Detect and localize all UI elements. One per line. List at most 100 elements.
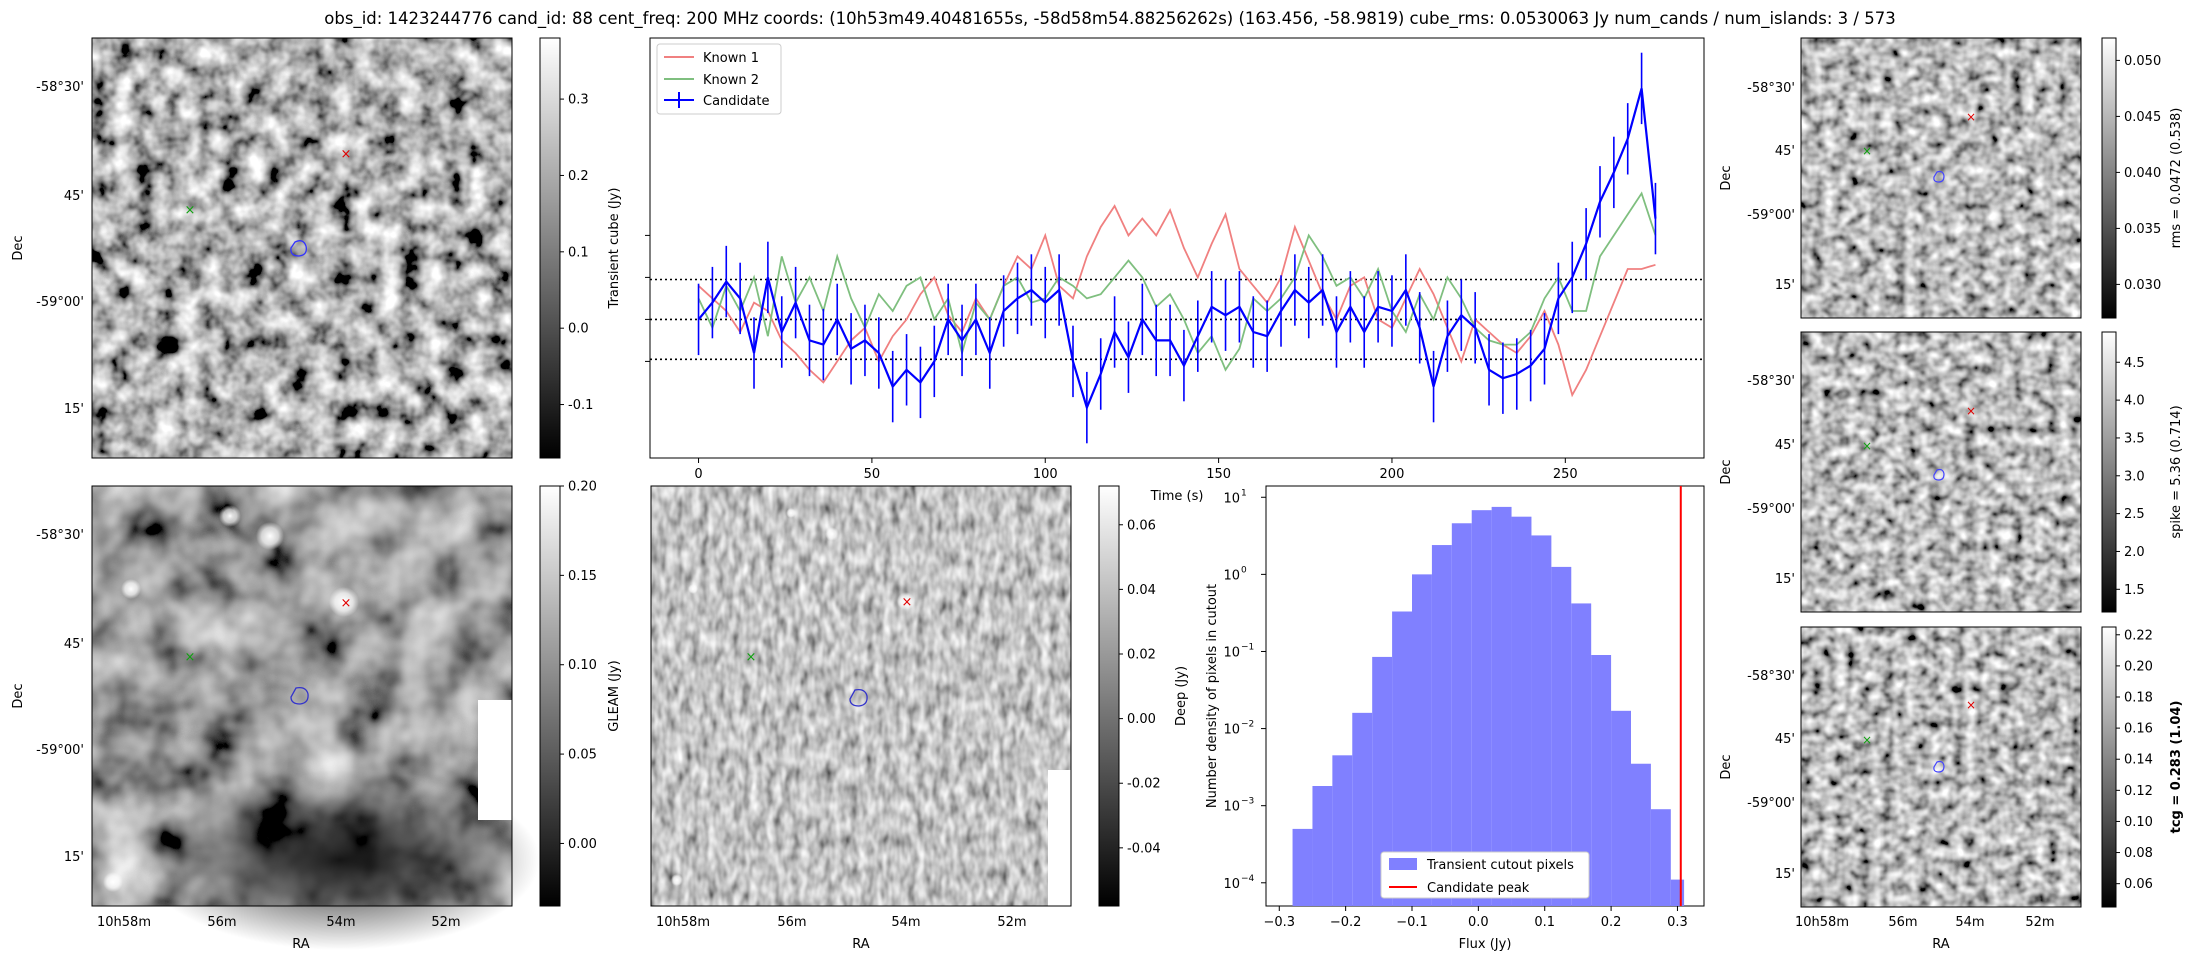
colorbar-tick-label: 0.06 [2124, 877, 2153, 892]
colorbar-label: rms = 0.0472 (0.538) [2169, 108, 2184, 249]
ra-tick: 56m [207, 915, 236, 930]
known-source-1-marker: × [341, 147, 352, 162]
known-source-1-marker: × [902, 595, 913, 610]
dec-tick: 15' [64, 850, 84, 865]
histogram-bar [1670, 879, 1685, 906]
colorbar-tick-label: -0.1 [568, 398, 593, 413]
ra-axis-ticks: 10h58m 56m 54m 52m [656, 915, 1027, 930]
known-source-2-marker: × [185, 650, 196, 665]
histogram-bar [1551, 566, 1572, 906]
dec-axis-ticks: -58°30' 45' -59°00' 15' [36, 528, 84, 865]
colorbar-label: tcg = 0.283 (1.04) [2169, 701, 2184, 834]
colorbar-tick-label: 4.5 [2124, 356, 2145, 371]
colorbar-tick-label: 1.5 [2124, 583, 2145, 598]
y-tick-exponent: −4 [1241, 874, 1255, 884]
candidate-contour [1933, 760, 1945, 773]
y-tick-label: 10 [1223, 491, 1240, 506]
dec-axis-label: Dec [11, 683, 26, 708]
gleam-colorbar: 0.20 0.15 0.10 0.05 0.00 GLEAM (Jy) [539, 480, 622, 907]
histogram-bar [1531, 535, 1552, 906]
colorbar-tick-label: 0.08 [2124, 846, 2153, 861]
candidate-contour [290, 686, 309, 705]
dec-tick: 45' [1775, 438, 1795, 453]
transient-image-panel: × × -58°30' 45' -59°00' 15' Dec [11, 37, 513, 459]
y-tick-label: 10 [1223, 723, 1240, 738]
colorbar-tick-label: 0.06 [1127, 518, 1156, 533]
dec-tick: 15' [1775, 572, 1795, 587]
ra-axis-label: RA [852, 937, 870, 952]
colorbar-tick-label: -0.02 [1127, 777, 1161, 792]
legend-peak: Candidate peak [1427, 881, 1530, 896]
colorbar-tick-label: 0.22 [2124, 628, 2153, 643]
known-source-2-marker: × [185, 203, 196, 218]
histogram-bar [1292, 828, 1313, 906]
dec-axis-label: Dec [1719, 754, 1734, 779]
rms-image-panel: × × -58°30' 45' -59°00' 15' Dec [1719, 37, 2082, 319]
colorbar-tick-label: 0.05 [568, 748, 597, 763]
dec-tick: -59°00' [1747, 208, 1795, 223]
histogram-bar [1451, 523, 1472, 906]
colorbar-tick-label: 3.5 [2124, 431, 2145, 446]
colorbar-tick-label: 0.02 [1127, 648, 1156, 663]
spike-colorbar: 4.5 4.0 3.5 3.0 2.5 2.0 1.5 spike = 5.36 (0.71… [2101, 331, 2184, 613]
histogram-bar [1611, 710, 1631, 906]
y-tick-label: 10 [1223, 877, 1240, 892]
dec-tick: 15' [64, 402, 84, 417]
ra-axis-label: RA [292, 937, 310, 952]
known-source-2-marker: × [746, 650, 757, 665]
dec-tick: 15' [1775, 867, 1795, 882]
dec-axis-label: Dec [1719, 459, 1734, 484]
histogram-bar [1372, 656, 1393, 906]
histogram-bar [1471, 510, 1492, 906]
colorbar-tick-label: 0.20 [568, 480, 597, 495]
ra-axis-label: RA [1932, 937, 1950, 952]
series-line-candidate [697, 88, 1657, 411]
x-tick-label: −0.2 [1330, 915, 1362, 930]
dec-tick: -59°00' [36, 295, 84, 310]
dec-tick: -58°30' [1747, 374, 1795, 389]
dec-tick: 45' [1775, 732, 1795, 747]
colorbar-tick-label: 0.030 [2124, 278, 2161, 293]
colorbar-tick-label: 0.18 [2124, 691, 2153, 706]
x-tick-label: −0.1 [1396, 915, 1428, 930]
histogram-bar [1412, 574, 1432, 906]
y-tick-exponent: −1 [1241, 642, 1254, 652]
colorbar-tick-label: 0.00 [1127, 712, 1156, 727]
dec-tick: -59°00' [36, 743, 84, 758]
dec-tick: -59°00' [1747, 796, 1795, 811]
colorbar-tick-label: 0.16 [2124, 722, 2153, 737]
dec-tick: -58°30' [36, 528, 84, 543]
histogram-legend: Transient cutout pixels Candidate peak [1380, 851, 1590, 899]
x-tick-label: 150 [1206, 467, 1231, 482]
tcg-image-panel: × × -58°30' 45' -59°00' 15' Dec 10h58m 5… [1719, 626, 2082, 952]
colorbar-tick-label: 0.2 [568, 169, 589, 184]
series-line-known-2 [697, 191, 1657, 372]
colorbar-tick-label: 0.3 [568, 93, 589, 108]
colorbar-tick-label: 3.0 [2124, 469, 2145, 484]
x-tick-label: 250 [1553, 467, 1578, 482]
ra-tick: 54m [326, 915, 355, 930]
histogram-bar [1332, 755, 1353, 906]
spike-image-panel: × × -58°30' 45' -59°00' 15' Dec [1719, 331, 2082, 613]
dec-tick: 15' [1775, 278, 1795, 293]
x-tick-label: 0.1 [1534, 915, 1555, 930]
dec-tick: 45' [64, 637, 84, 652]
x-tick-label: 0.2 [1601, 915, 1622, 930]
colorbar-tick-label: 0.050 [2124, 54, 2161, 69]
deep-image-panel: × × 10h58m 56m 54m 52m RA [650, 485, 1072, 952]
dec-tick: -58°30' [1747, 669, 1795, 684]
colorbar-tick-label: 0.045 [2124, 110, 2161, 125]
ra-tick: 56m [1888, 915, 1917, 930]
legend-known2: Known 2 [703, 73, 759, 88]
series-line-known-1 [697, 204, 1656, 398]
known-source-2-marker: × [1862, 144, 1872, 158]
legend-hist: Transient cutout pixels [1426, 858, 1574, 873]
histogram-bar [1312, 786, 1333, 906]
known-source-1-marker: × [341, 596, 352, 611]
y-tick-label: 10 [1223, 568, 1240, 583]
colorbar-tick-label: 0.00 [568, 837, 597, 852]
known-source-2-marker: × [1862, 439, 1872, 453]
colorbar-tick-label: 0.12 [2124, 784, 2153, 799]
y-tick-label: 10 [1223, 645, 1240, 660]
colorbar-tick-label: 0.10 [2124, 815, 2153, 830]
